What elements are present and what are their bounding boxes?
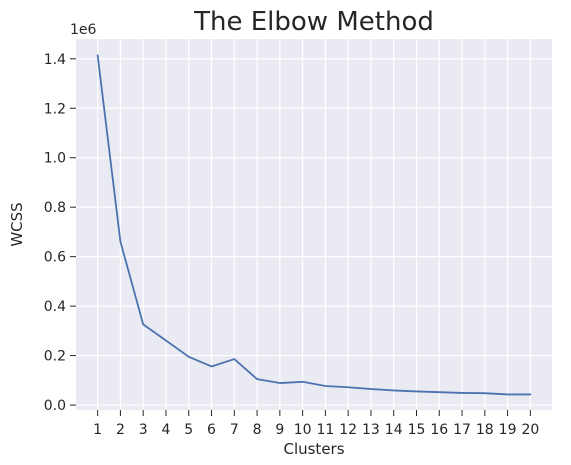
- x-tick-label: 2: [116, 422, 125, 438]
- x-tick-label: 11: [316, 422, 334, 438]
- x-tick-label: 20: [521, 422, 539, 438]
- x-tick-label: 6: [207, 422, 216, 438]
- y-tick-label: 0.6: [44, 250, 66, 266]
- x-tick-label: 10: [294, 422, 312, 438]
- x-tick-label: 16: [430, 422, 448, 438]
- wcss-series-line: [96, 54, 532, 396]
- y-tick-label: 0.2: [44, 349, 66, 365]
- grid-lines: [76, 39, 552, 410]
- x-tick-label: 17: [453, 422, 471, 438]
- x-axis-label: Clusters: [283, 440, 344, 458]
- x-tick-label: 4: [162, 422, 171, 438]
- y-tick-label: 0.8: [44, 200, 66, 216]
- x-tick-label: 8: [253, 422, 262, 438]
- x-axis-ticks: 1 2 3 4 5 6 7 8 9 10 11 12 13 14 15 16 17 18 19 20: [93, 410, 539, 438]
- x-tick-label: 12: [339, 422, 357, 438]
- x-tick-label: 18: [476, 422, 494, 438]
- y-axis-offset-label: 1e6: [70, 22, 97, 38]
- x-tick-label: 1: [93, 422, 102, 438]
- y-tick-label: 1.0: [44, 151, 66, 167]
- y-axis-ticks: 0.0 0.2 0.4 0.6 0.8 1.0 1.2 1.4: [44, 52, 76, 414]
- x-tick-label: 9: [275, 422, 284, 438]
- y-tick-label: 1.4: [44, 52, 66, 68]
- y-tick-label: 0.4: [44, 299, 66, 315]
- y-tick-label: 0.0: [44, 398, 66, 414]
- x-tick-label: 15: [408, 422, 426, 438]
- x-tick-label: 19: [499, 422, 517, 438]
- chart-title: The Elbow Method: [193, 7, 434, 37]
- x-tick-label: 7: [230, 422, 239, 438]
- x-tick-label: 3: [139, 422, 148, 438]
- plot-background: [76, 39, 552, 410]
- x-tick-label: 5: [184, 422, 193, 438]
- x-tick-label: 13: [362, 422, 380, 438]
- x-tick-label: 14: [385, 422, 403, 438]
- y-tick-label: 1.2: [44, 101, 66, 117]
- y-axis-label: WCSS: [8, 202, 26, 246]
